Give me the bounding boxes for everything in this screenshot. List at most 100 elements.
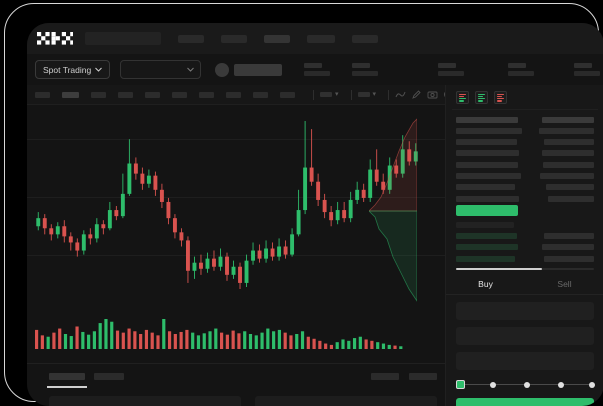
candle-body — [133, 163, 138, 174]
candle-body — [387, 165, 392, 190]
slider-stop-25[interactable] — [490, 381, 496, 388]
place-buy-order-button[interactable] — [456, 398, 594, 406]
ask-row[interactable] — [456, 160, 594, 169]
camera-icon[interactable] — [427, 89, 438, 100]
candle-body — [322, 199, 327, 213]
slider-stop-50[interactable] — [524, 381, 530, 388]
candle-body — [270, 248, 275, 257]
toolbar-divider — [313, 89, 314, 100]
orderbook-rows[interactable] — [446, 115, 603, 263]
order-price-input[interactable] — [456, 302, 594, 321]
device-bezel-inner: Spot Trading — [14, 12, 603, 406]
bid-row[interactable] — [456, 232, 594, 241]
okx-logo-icon[interactable] — [37, 32, 73, 45]
order-amount-slider[interactable] — [456, 380, 595, 390]
timeframe-button[interactable] — [118, 91, 133, 98]
timeframe-button[interactable] — [35, 91, 50, 98]
candle-body — [172, 218, 177, 233]
timeframe-button-active[interactable] — [62, 91, 79, 98]
candle-body — [94, 224, 99, 239]
ask-row[interactable] — [456, 126, 594, 135]
volume-bar — [335, 342, 339, 349]
candle-body — [140, 173, 145, 184]
candle-body — [290, 234, 295, 255]
volume-bar — [87, 334, 91, 349]
orderbook-scrollbar[interactable] — [456, 268, 594, 271]
orderbook-view-asks-icon[interactable] — [494, 91, 507, 104]
volume-bar — [231, 330, 235, 349]
chart-gridline — [27, 197, 445, 198]
timeframe-button[interactable] — [172, 91, 187, 98]
slider-stop-75[interactable] — [558, 381, 564, 388]
candle-body — [316, 181, 321, 200]
volume-bar — [347, 340, 351, 349]
bid-row[interactable] — [456, 220, 594, 229]
candle-body — [81, 234, 86, 251]
candle-body — [36, 218, 41, 227]
price-chart[interactable] — [27, 105, 445, 363]
tab-buy[interactable]: Buy — [478, 279, 493, 290]
volume-bar — [81, 331, 85, 349]
ask-row[interactable] — [456, 138, 594, 147]
candle-body — [49, 228, 54, 235]
tab-sell[interactable]: Sell — [557, 279, 572, 290]
ask-row[interactable] — [456, 149, 594, 158]
orderbook-view-toggles — [446, 85, 603, 109]
indicator-dropdown-2[interactable]: ▾ — [357, 91, 376, 98]
timeframe-button[interactable] — [91, 91, 106, 98]
orderbook-view-bids-icon[interactable] — [475, 91, 488, 104]
volume-bar — [312, 338, 316, 349]
candle-body — [231, 266, 236, 275]
nav-item-trade[interactable] — [178, 34, 204, 43]
search-input[interactable] — [85, 32, 161, 45]
ask-size — [545, 184, 594, 191]
ask-row[interactable] — [456, 171, 594, 180]
timeframe-button[interactable] — [199, 91, 214, 98]
tab-order-history[interactable] — [94, 373, 124, 380]
volume-bar — [277, 329, 281, 349]
bid-row[interactable] — [456, 243, 594, 252]
order-total-input[interactable] — [456, 352, 594, 371]
candle-body — [257, 250, 262, 259]
market-stat — [438, 63, 465, 76]
candle-body — [355, 189, 360, 200]
orders-content-panel-right — [255, 396, 437, 406]
volume-bar — [150, 332, 154, 349]
trendline-icon[interactable] — [395, 89, 406, 100]
orders-panel — [27, 363, 445, 406]
volume-bar — [52, 332, 56, 349]
volume-bar — [185, 329, 189, 349]
volume-bar — [46, 336, 50, 349]
timeframe-button[interactable] — [226, 91, 241, 98]
candle-body — [335, 210, 340, 221]
ask-row[interactable] — [456, 183, 594, 192]
bid-row[interactable] — [456, 254, 594, 263]
timeframe-button[interactable] — [280, 91, 295, 98]
pencil-icon[interactable] — [411, 89, 422, 100]
bid-size — [544, 255, 594, 262]
ask-row[interactable] — [456, 194, 594, 203]
nav-item-markets[interactable] — [221, 34, 247, 43]
bottom-action-2[interactable] — [409, 373, 437, 380]
volume-bar — [393, 345, 397, 349]
trading-pair-dropdown[interactable] — [120, 60, 202, 79]
timeframe-button[interactable] — [253, 91, 268, 98]
market-type-dropdown[interactable]: Spot Trading — [35, 60, 111, 79]
volume-bar — [144, 329, 149, 349]
nav-item-more[interactable] — [307, 34, 335, 43]
orderbook-view-both-icon[interactable] — [456, 91, 469, 104]
order-amount-input[interactable] — [456, 327, 594, 346]
volume-bar — [191, 332, 195, 349]
bottom-action-1[interactable] — [371, 373, 399, 380]
nav-item-earn[interactable] — [264, 34, 290, 43]
slider-handle[interactable] — [456, 380, 465, 390]
volume-bar — [289, 335, 293, 349]
nav-item-assets[interactable] — [352, 34, 378, 43]
candle-body — [88, 234, 93, 239]
timeframe-button[interactable] — [145, 91, 160, 98]
device-bezel: Spot Trading — [4, 3, 603, 406]
candle-body — [107, 210, 112, 229]
slider-stop-100[interactable] — [589, 381, 595, 388]
tab-open-orders[interactable] — [49, 373, 85, 380]
indicator-dropdown-1[interactable]: ▾ — [320, 91, 339, 98]
